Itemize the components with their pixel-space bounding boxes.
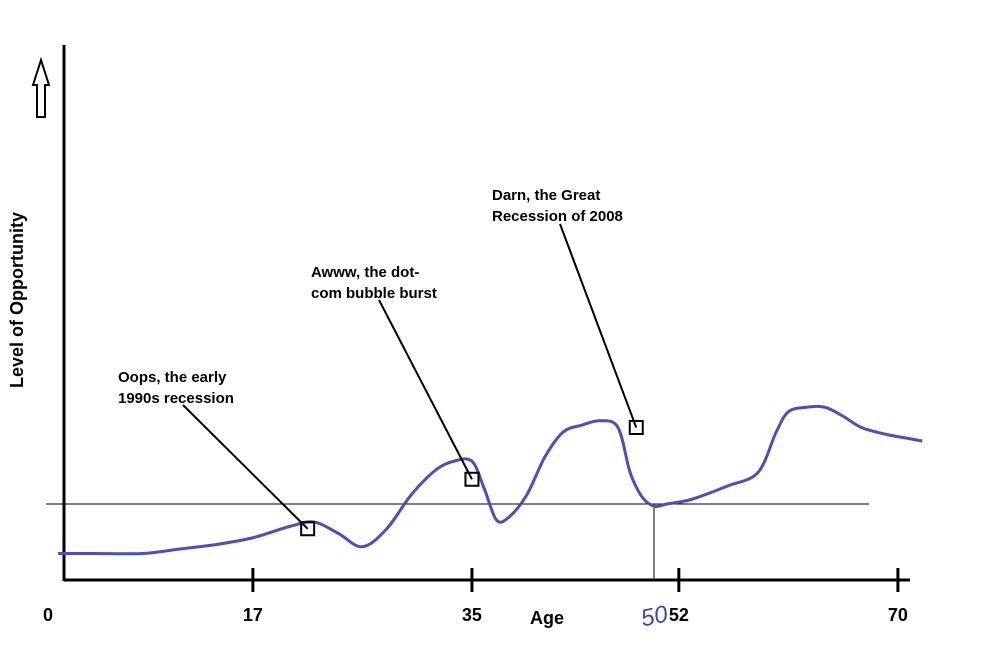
x-axis-label: Age [530, 608, 564, 628]
annotation-marker [464, 471, 480, 487]
annotation-leader-line [559, 223, 638, 428]
series-line [58, 404, 923, 556]
annotation-marker [300, 521, 316, 537]
annotations: Oops, the early 1990s recession Awww, the … [118, 187, 638, 530]
up-arrow-icon [31, 56, 51, 118]
handwritten-50-label: 50 [638, 600, 670, 632]
annotation-text: com bubble burst [311, 285, 437, 302]
x-tick-label: 0 [43, 605, 53, 625]
annotation-markers [300, 420, 644, 537]
y-axis-label: Level of Opportunity [7, 212, 27, 388]
annotation-text: Recession of 2008 [492, 208, 623, 225]
annotation-text: 1990s recession [118, 390, 234, 407]
x-tick-label: 70 [888, 605, 908, 625]
annotation-marker [628, 420, 644, 435]
annotation-text: Oops, the early [118, 369, 227, 386]
x-tick-label: 17 [243, 605, 263, 625]
annotation-leader-line [378, 299, 473, 480]
annotation-text: Darn, the Great [492, 187, 600, 204]
x-ticks: 0 17 35 52 70 [43, 568, 908, 625]
x-tick-label: 35 [462, 605, 482, 625]
annotation-text: Awww, the dot- [311, 264, 419, 281]
annotation-leader-line [182, 404, 309, 530]
x-tick-label: 52 [669, 605, 689, 625]
